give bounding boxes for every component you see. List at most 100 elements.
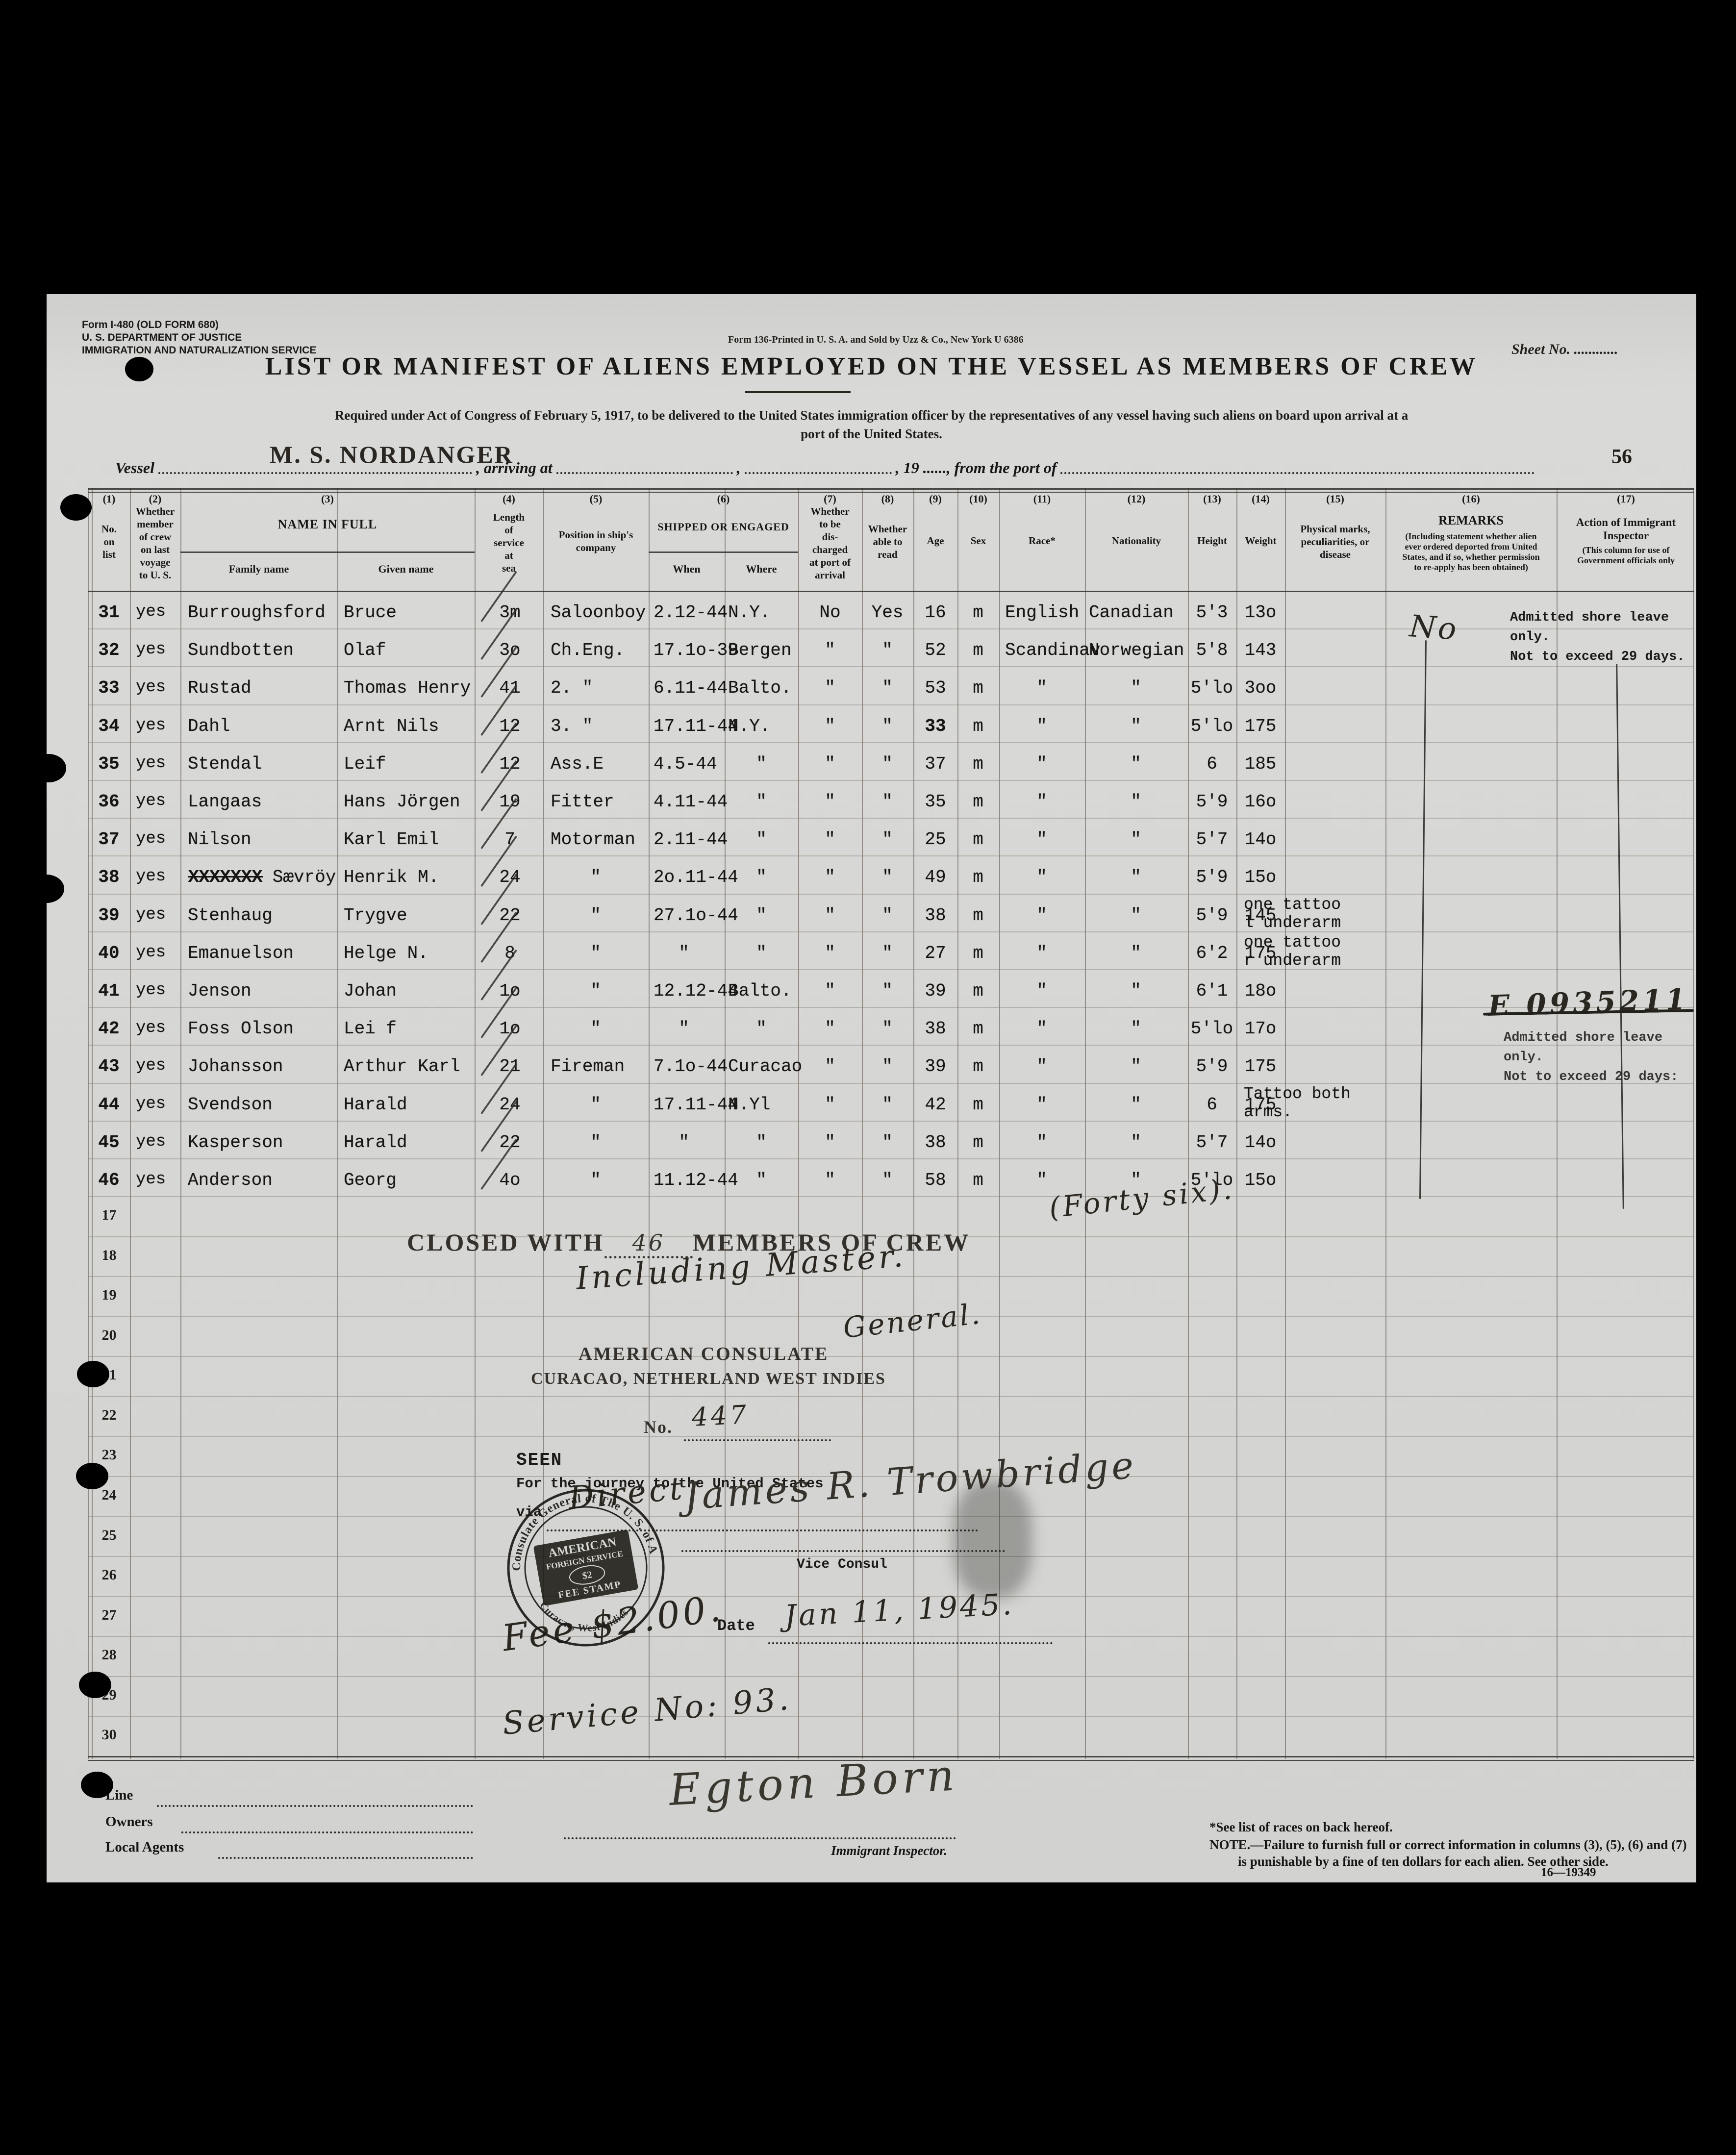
empty-row-number: 26	[101, 1567, 117, 1583]
cell-height: 5'9	[1196, 792, 1228, 812]
vice-consul-label: Vice Consul	[797, 1557, 887, 1572]
cell-when: 27.1o-44	[654, 905, 738, 926]
cell-member: yes	[136, 792, 166, 810]
column-line	[337, 488, 338, 1759]
seen-stamp: SEEN	[516, 1450, 563, 1470]
cell-race: "	[1036, 1056, 1047, 1077]
manifest-page: Form I-480 (OLD FORM 680) U. S. DEPARTME…	[47, 294, 1696, 1882]
cell-when: 4.11-44	[654, 792, 728, 812]
header-col-label: Whether able to read	[868, 523, 907, 560]
cell-weight: 13o	[1244, 602, 1277, 623]
cell-position: "	[590, 1094, 601, 1115]
cell-given: Arnt Nils	[344, 716, 439, 736]
header-col-note: (Including statement whether alien ever …	[1402, 531, 1540, 572]
cell-when: 7.1o-44	[654, 1056, 728, 1077]
cell-row-number: 32	[98, 640, 120, 661]
cell-row-number: 46	[98, 1170, 120, 1190]
cell-position: Fitter	[551, 792, 614, 812]
column-line	[92, 488, 93, 1759]
header-col-num: (5)	[589, 493, 603, 505]
cell-given: Henrik M.	[344, 867, 439, 888]
row-line	[88, 1596, 1694, 1597]
cell-marks: one tattoo r underarm	[1244, 933, 1341, 970]
cell-family: Stendal	[188, 753, 262, 774]
cell-height: 5'9	[1196, 1056, 1228, 1077]
cell-position: Motorman	[551, 829, 635, 850]
comma: ,	[736, 459, 741, 476]
cell-nationality: "	[1131, 867, 1141, 888]
cell-member: yes	[136, 716, 166, 735]
header-col-num: (2)	[149, 493, 162, 505]
cell-family: XXXXXXX Sævröy	[188, 867, 336, 888]
header-col-num: (7)	[824, 493, 836, 505]
cell-race: "	[1036, 943, 1047, 963]
cell-discharged: "	[825, 981, 835, 1001]
cell-given: Hans Jörgen	[344, 792, 460, 812]
cell-where: "	[756, 943, 767, 963]
footer-owners-label: Owners	[105, 1814, 153, 1829]
cell-weight: 175	[1244, 716, 1277, 736]
form-id-line: Form I-480 (OLD FORM 680)	[82, 319, 219, 330]
cell-age: 39	[925, 981, 946, 1001]
vessel-name: M. S. NORDANGER	[270, 441, 514, 468]
column-line	[913, 488, 914, 1759]
cell-race: "	[1036, 981, 1047, 1001]
cell-discharged: "	[825, 792, 835, 812]
empty-row-number: 23	[101, 1447, 117, 1463]
table-top-rule2	[88, 492, 1694, 493]
cell-height: 5'8	[1196, 640, 1228, 661]
column-line	[1085, 488, 1086, 1759]
row-line	[88, 1316, 1694, 1317]
row-line	[88, 1716, 1694, 1717]
cell-sex: m	[973, 1094, 983, 1115]
header-col-label: Race*	[1029, 535, 1056, 547]
column-line	[798, 488, 799, 1759]
cell-where: "	[756, 1132, 767, 1153]
column-line	[862, 488, 863, 1759]
cell-weight: 14o	[1244, 829, 1277, 850]
header-col-num: (11)	[1033, 493, 1051, 505]
cell-where: "	[756, 1019, 767, 1039]
empty-row-number: 24	[101, 1486, 117, 1503]
cell-read: "	[882, 981, 893, 1001]
cell-service: 1o	[499, 981, 521, 1001]
cell-sex: m	[973, 753, 983, 774]
empty-row-number: 30	[101, 1727, 117, 1743]
cell-read: "	[882, 1132, 893, 1153]
cell-age: 38	[925, 905, 946, 926]
cell-given: Leif	[344, 753, 386, 774]
row-line	[88, 1196, 1694, 1198]
cell-service: 4o	[499, 1170, 521, 1190]
cell-marks: one tattoo l underarm	[1244, 895, 1341, 932]
via-dots	[547, 1529, 978, 1531]
row-line	[88, 742, 1694, 743]
row-line	[88, 1436, 1694, 1437]
footnote-races: *See list of races on back hereof.	[1209, 1820, 1393, 1834]
vice-consul-sig-line	[681, 1550, 1005, 1552]
column-line	[475, 488, 476, 1759]
row-line	[88, 704, 1694, 705]
header-col-label: Height	[1197, 535, 1227, 547]
row-line	[88, 818, 1694, 819]
cell-when: 2.12-44	[654, 602, 728, 623]
cell-read: "	[882, 867, 893, 888]
subtitle-line2: port of the United States.	[801, 426, 942, 441]
cell-sex: m	[973, 1132, 983, 1153]
cell-position: Saloonboy	[551, 602, 646, 623]
row-line	[88, 931, 1694, 932]
table-bottom-rule	[88, 1756, 1694, 1757]
cell-member: yes	[136, 1170, 166, 1189]
cell-sex: m	[973, 1019, 983, 1039]
row-line	[88, 1556, 1694, 1557]
row-line	[88, 1276, 1694, 1278]
cell-family: Nilson	[188, 829, 252, 850]
cell-age: 25	[925, 829, 946, 850]
cell-nationality: "	[1131, 1056, 1141, 1077]
svg-text:$2: $2	[581, 1569, 593, 1581]
row-line	[88, 1476, 1694, 1477]
cell-position: Ch.Eng.	[551, 640, 625, 661]
cell-sex: m	[973, 602, 983, 623]
header-col-label: Position in ship's company	[558, 529, 633, 553]
empty-row-number: 22	[101, 1406, 117, 1423]
cell-where: N.Y.	[728, 716, 771, 736]
